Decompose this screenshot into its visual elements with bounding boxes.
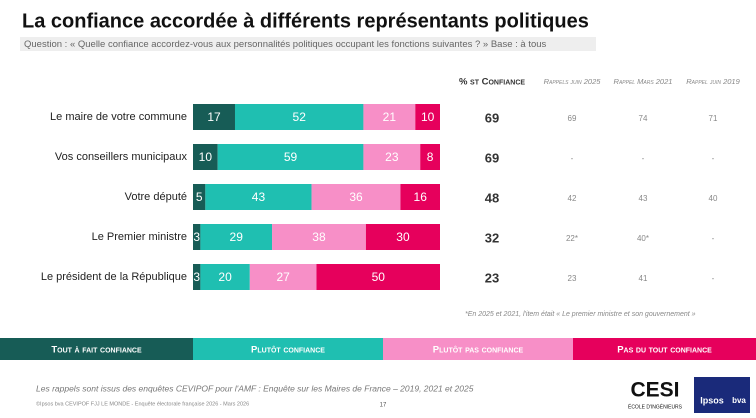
data-label: 17 <box>207 110 221 124</box>
recall-value: 42 <box>568 194 577 203</box>
recall-value: - <box>712 234 715 243</box>
recall-value: 40 <box>709 194 718 203</box>
logo-cesi-sub: ÉCOLE D'INGÉNIEURS <box>628 403 683 410</box>
recall-value: 74 <box>639 114 648 123</box>
data-label: 20 <box>218 270 232 284</box>
note: *En 2025 et 2021, l'item était « Le prem… <box>465 311 696 318</box>
bar-segment <box>193 224 201 250</box>
bar-segment <box>311 184 401 210</box>
recall-value: - <box>712 274 715 283</box>
bar-segment <box>400 184 440 210</box>
data-label: 38 <box>312 230 326 244</box>
category-label: Vos conseillers municipaux <box>55 151 188 163</box>
data-label: 43 <box>252 190 266 204</box>
total-confidence: 48 <box>485 190 499 205</box>
data-label: 8 <box>427 150 434 164</box>
bar-segment <box>363 144 421 170</box>
logo-ipsos-bg <box>694 377 750 413</box>
data-label: 10 <box>199 150 213 164</box>
bar-segment <box>415 104 440 130</box>
data-label: 23 <box>385 150 399 164</box>
column-header: Rappel juin 2019 <box>686 77 740 86</box>
recall-value: 69 <box>568 114 577 123</box>
category-label: Votre député <box>125 191 187 203</box>
data-label: 52 <box>293 110 307 124</box>
logo-ipsos: Ipsos <box>700 395 724 405</box>
total-confidence: 23 <box>485 270 499 285</box>
recall-value: 71 <box>709 114 718 123</box>
legend-label: Pas du tout confiance <box>617 345 712 356</box>
recall-value: 23 <box>568 274 577 283</box>
subtitle: Question : « Quelle confiance accordez-v… <box>24 39 547 50</box>
total-confidence: 69 <box>485 150 499 165</box>
recall-value: - <box>712 154 715 163</box>
data-label: 3 <box>193 270 200 284</box>
recall-value: 22* <box>566 234 578 243</box>
recall-value: 43 <box>639 194 648 203</box>
bar-segment <box>200 264 250 290</box>
column-header: Rappels juin 2025 <box>544 77 602 86</box>
recall-value: - <box>571 154 574 163</box>
logo-cesi: CESI <box>630 379 679 402</box>
data-label: 3 <box>193 230 200 244</box>
bar-segment <box>272 224 366 250</box>
column-header: % st Confiance <box>459 77 525 88</box>
copyright: ©Ipsos bva CEVIPOF FJJ LE MONDE - Enquêt… <box>36 400 249 407</box>
data-label: 29 <box>230 230 244 244</box>
subtitle-bg <box>20 37 596 51</box>
legend-label: Plutôt confiance <box>251 345 325 356</box>
data-label: 16 <box>414 190 428 204</box>
data-label: 36 <box>349 190 363 204</box>
data-label: 30 <box>396 230 410 244</box>
bar-segment <box>217 144 364 170</box>
recall-value: - <box>642 154 645 163</box>
data-label: 50 <box>372 270 386 284</box>
category-label: Le Premier ministre <box>92 231 187 243</box>
bar-segment <box>193 144 218 170</box>
legend-swatch <box>193 338 383 360</box>
category-label: Le maire de votre commune <box>50 111 187 123</box>
legend-label: Plutôt pas confiance <box>433 345 524 356</box>
total-confidence: 69 <box>485 110 499 125</box>
data-label: 21 <box>383 110 397 124</box>
bar-segment <box>193 264 201 290</box>
bar-segment <box>316 264 440 290</box>
recall-value: 41 <box>639 274 648 283</box>
data-label: 10 <box>421 110 435 124</box>
source: Les rappels sont issus des enquêtes CEVI… <box>36 383 474 393</box>
bar-segment <box>205 184 312 210</box>
data-label: 5 <box>196 190 203 204</box>
bar-segment <box>193 104 235 130</box>
category-label: Le président de la République <box>41 271 187 283</box>
data-label: 59 <box>284 150 298 164</box>
logo-bva: bva <box>732 396 746 405</box>
page-number: 17 <box>380 403 387 409</box>
recall-value: 40* <box>637 234 649 243</box>
bar-segment <box>363 104 416 130</box>
legend-label: Tout à fait confiance <box>51 345 142 356</box>
bar-segment <box>234 104 364 130</box>
title: La confiance accordée à différents repré… <box>22 10 589 32</box>
bar-segment <box>200 224 273 250</box>
data-label: 27 <box>276 270 290 284</box>
bar-segment <box>420 144 440 170</box>
total-confidence: 32 <box>485 230 499 245</box>
legend-swatch <box>573 338 756 360</box>
bar-segment <box>193 184 206 210</box>
legend-swatch <box>383 338 573 360</box>
column-header: Rappel Mars 2021 <box>614 77 673 86</box>
bar-segment <box>365 224 440 250</box>
legend-swatch <box>0 338 193 360</box>
bar-segment <box>249 264 317 290</box>
